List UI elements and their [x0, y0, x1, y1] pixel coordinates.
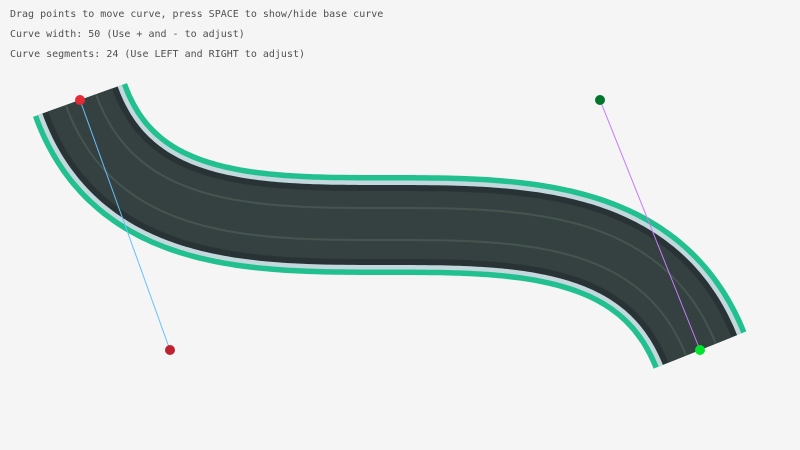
end-tangent-line [599, 99, 701, 351]
instruction-width: Curve width: 50 (Use + and - to adjust) [10, 29, 245, 40]
start-tangent-line [79, 99, 171, 351]
end-point-handle[interactable] [695, 345, 705, 355]
end-tangent-handle[interactable] [595, 95, 605, 105]
instruction-segments: Curve segments: 24 (Use LEFT and RIGHT t… [10, 49, 306, 60]
road-surface [48, 88, 732, 363]
start-tangent-handle[interactable] [165, 345, 175, 355]
start-point-handle[interactable] [75, 95, 85, 105]
textured-road-curve [33, 83, 747, 369]
instruction-drag: Drag points to move curve, press SPACE t… [10, 9, 384, 20]
